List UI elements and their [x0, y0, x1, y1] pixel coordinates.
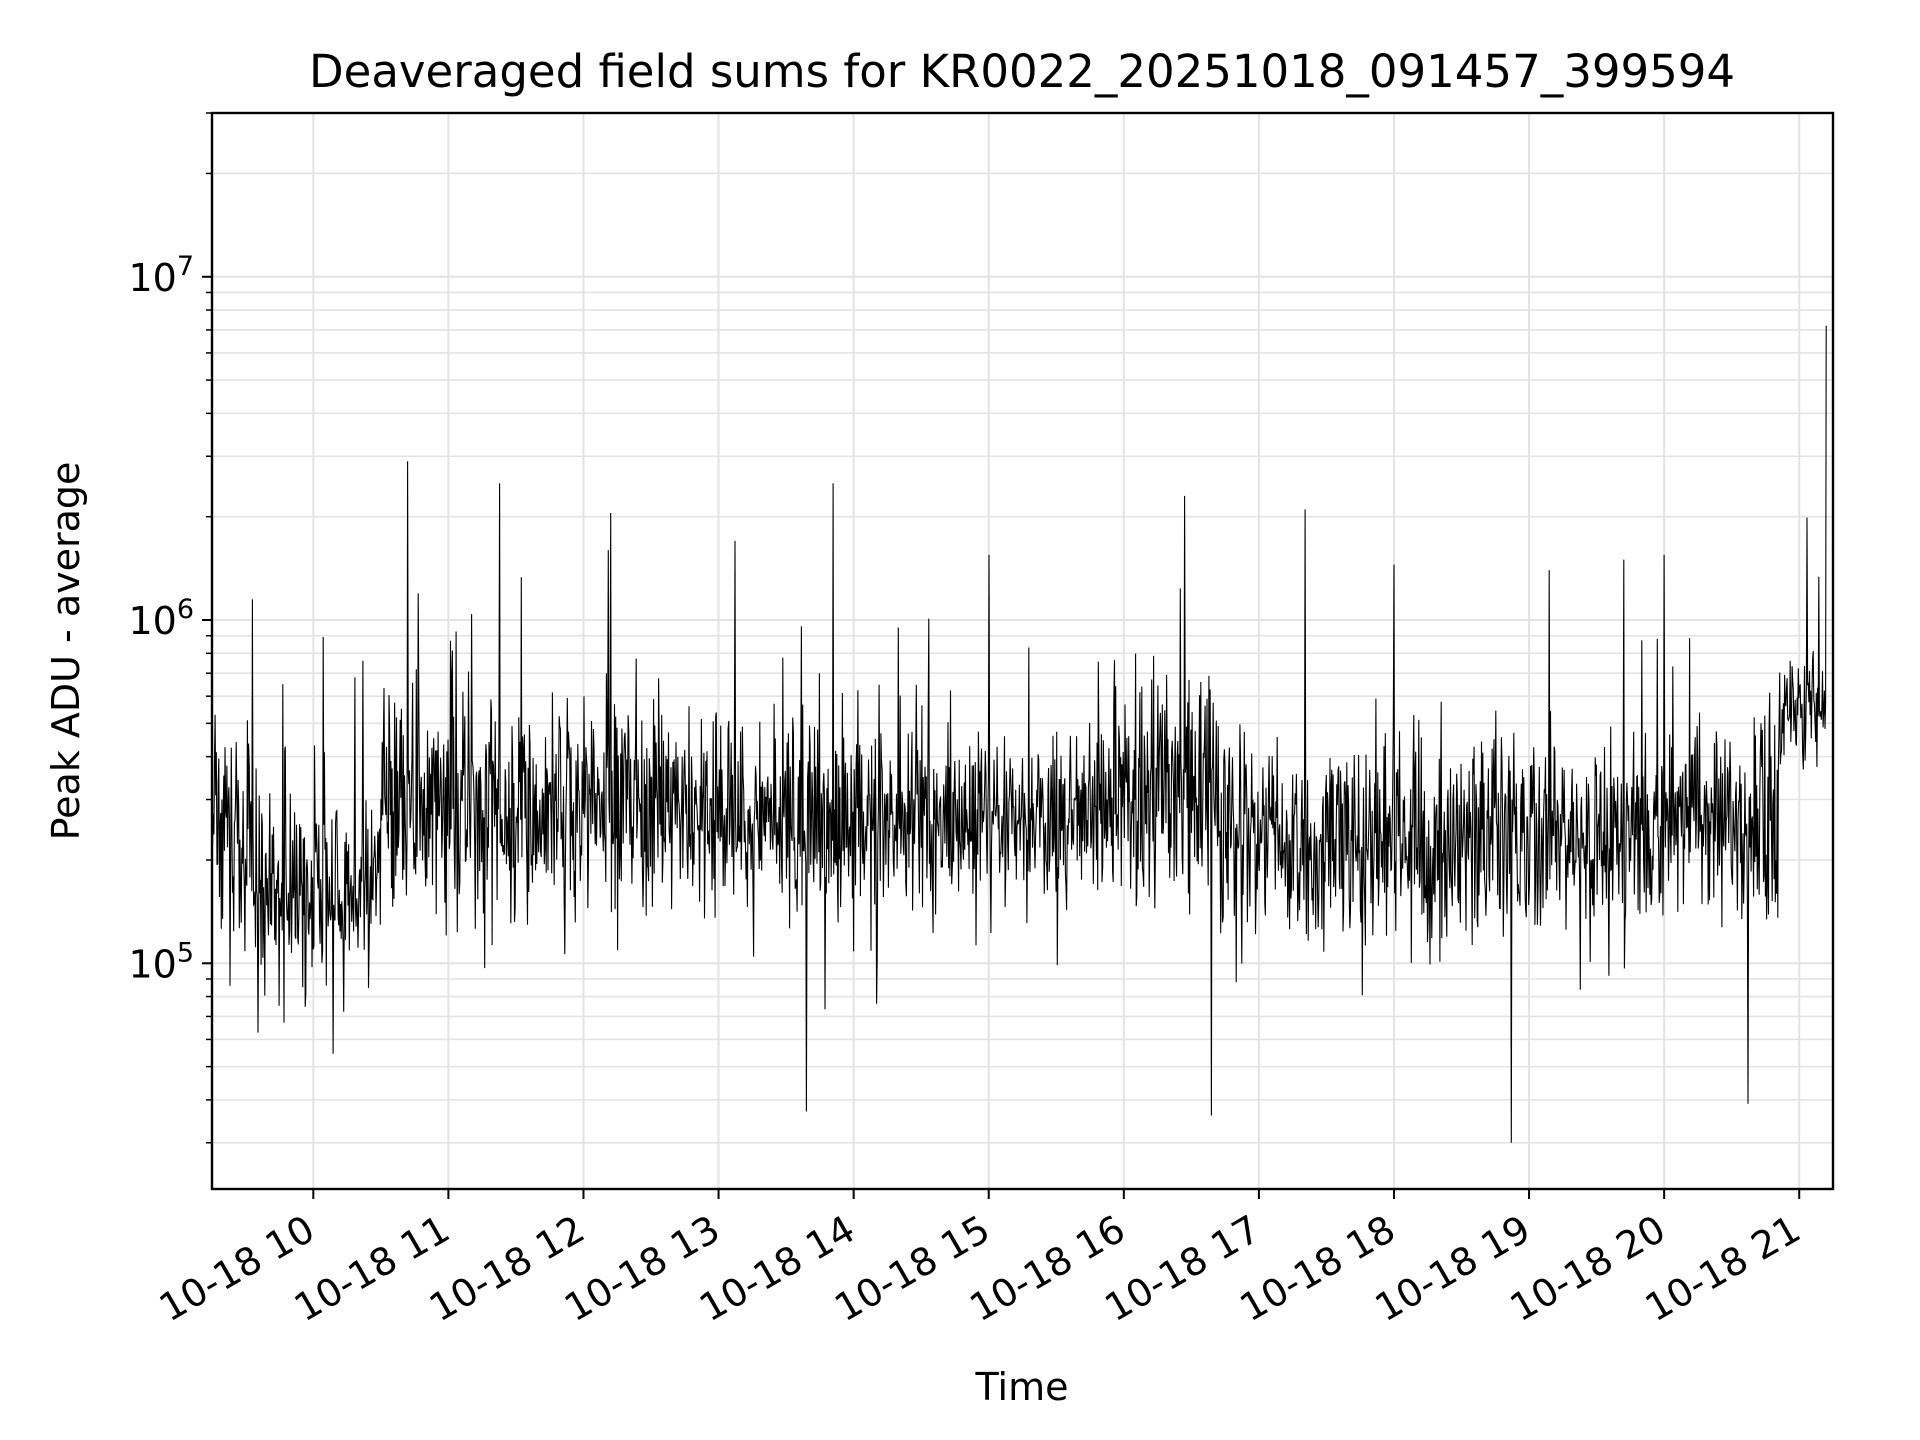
y-tick-label: 107 [128, 251, 194, 300]
y-tick-base: 10 [128, 256, 176, 300]
y-tick-exponent: 5 [177, 937, 194, 968]
series-line [211, 325, 1827, 1143]
y-tick-label: 105 [128, 937, 194, 986]
y-tick-label: 106 [128, 594, 194, 643]
series [211, 325, 1827, 1143]
y-tick-base: 10 [128, 942, 176, 986]
y-tick-exponent: 7 [177, 251, 194, 282]
y-axis-label: Peak ADU - average [44, 462, 88, 841]
plot-frame [210, 111, 1835, 1191]
chart-title: Deaveraged field sums for KR0022_2025101… [309, 45, 1735, 98]
y-tick-base: 10 [128, 599, 176, 643]
y-tick-exponent: 6 [177, 594, 194, 625]
x-axis-label: Time [975, 1365, 1069, 1409]
